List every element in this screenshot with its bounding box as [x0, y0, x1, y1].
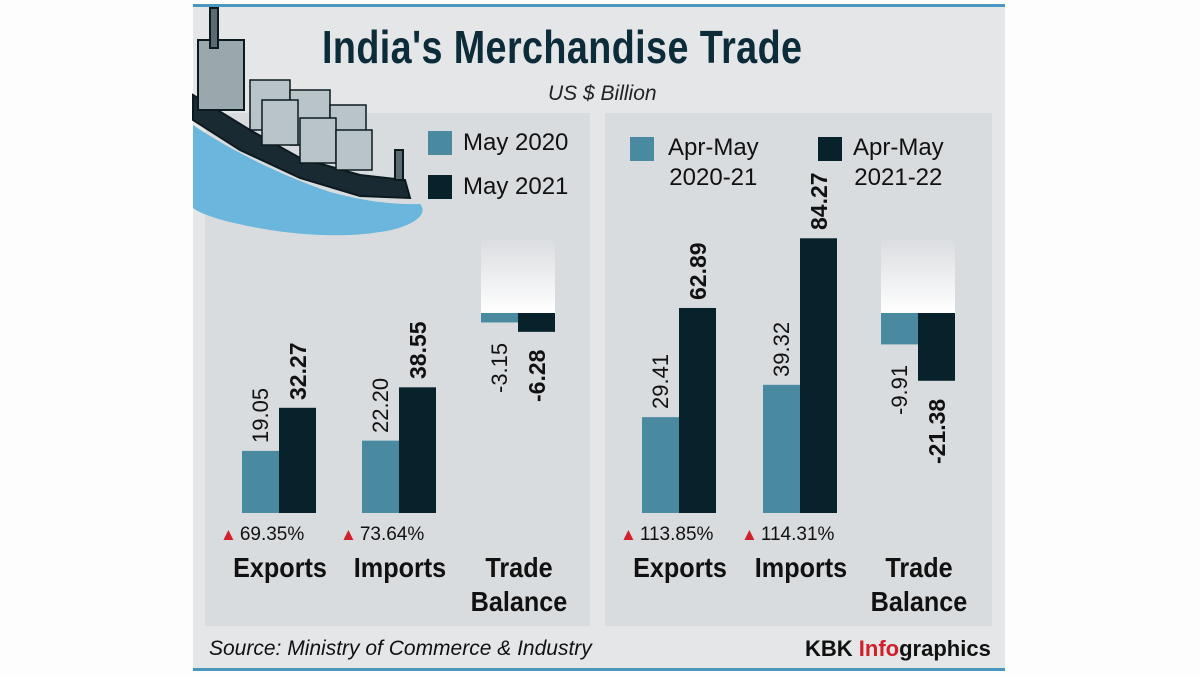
- bar-imports-series-1: [362, 440, 399, 513]
- growth-value: 113.85%: [639, 524, 714, 545]
- legend-swatch-dark: [428, 175, 452, 199]
- legend-swatch-light-right: [630, 137, 654, 161]
- value-label-trade-balance-series-1: -3.15: [486, 342, 512, 393]
- up-triangle-icon: ▲: [340, 525, 357, 544]
- value-label-trade-balance-series-2: -21.38: [923, 398, 950, 464]
- bar-exports-series-2: [279, 407, 316, 513]
- subtitle: US $ Billion: [548, 82, 657, 105]
- category-label-trade-balance: Trade Balance: [870, 552, 968, 617]
- legend-swatch-light: [428, 131, 452, 155]
- bar-imports-series-2: [399, 387, 436, 513]
- growth-label-imports: ▲ 114.31%: [741, 525, 834, 544]
- value-label-trade-balance-series-1: -9.91: [886, 364, 912, 415]
- bar-trade-balance-series-1: [881, 313, 918, 345]
- value-label-exports-series-1: 29.41: [647, 354, 673, 410]
- category-label-exports: Exports: [633, 552, 727, 583]
- category-label-imports: Imports: [754, 552, 848, 583]
- up-triangle-icon: ▲: [620, 525, 637, 544]
- bar-imports-series-1: [763, 384, 800, 513]
- legend-label-may-2021: May 2021: [463, 173, 569, 200]
- bar-trade-balance-series-1: [481, 313, 518, 323]
- category-label-trade-balance: Trade Balance: [470, 552, 568, 617]
- page-title: India's Merchandise Trade: [322, 21, 803, 73]
- category-label-exports: Exports: [233, 552, 327, 583]
- growth-value: 69.35%: [239, 524, 305, 545]
- growth-value: 114.31%: [760, 524, 835, 545]
- value-label-trade-balance-series-2: -6.28: [523, 349, 550, 403]
- brand-logo: KBK Infographics: [805, 636, 991, 661]
- value-label-imports-series-2: 38.55: [404, 321, 431, 380]
- growth-label-imports: ▲ 73.64%: [340, 525, 424, 544]
- right-balance-bg: [881, 237, 955, 313]
- source-note: Source: Ministry of Commerce & Industry: [209, 637, 592, 660]
- growth-label-exports: ▲ 69.35%: [220, 525, 304, 544]
- value-label-exports-series-2: 32.27: [284, 342, 311, 400]
- value-label-imports-series-2: 84.27: [805, 172, 832, 231]
- value-label-exports-series-2: 62.89: [684, 242, 711, 300]
- value-label-imports-series-1: 22.20: [367, 377, 393, 433]
- legend-swatch-dark-right: [818, 137, 842, 161]
- up-triangle-icon: ▲: [741, 525, 758, 544]
- bar-trade-balance-series-2: [918, 313, 955, 381]
- growth-label-exports: ▲ 113.85%: [620, 525, 713, 544]
- category-label-imports: Imports: [353, 552, 447, 583]
- left-balance-bg: [481, 237, 555, 313]
- bar-imports-series-2: [800, 238, 837, 514]
- right-chart-bars: [642, 238, 955, 514]
- legend-label-may-2020: May 2020: [463, 129, 569, 156]
- value-label-exports-series-1: 19.05: [247, 387, 273, 443]
- legend-label-apr-may-2021-22: Apr-May 2021-22: [853, 134, 944, 191]
- left-chart-bars: [242, 313, 555, 513]
- bar-trade-balance-series-2: [518, 313, 555, 332]
- ship-icon: [192, 7, 423, 236]
- legend-label-apr-may-2020-21: Apr-May 2020-21: [668, 134, 759, 191]
- up-triangle-icon: ▲: [220, 525, 237, 544]
- bar-exports-series-1: [642, 417, 679, 513]
- growth-value: 73.64%: [359, 524, 425, 545]
- value-label-imports-series-1: 39.32: [768, 321, 794, 377]
- bar-exports-series-2: [679, 307, 716, 513]
- bar-exports-series-1: [242, 450, 279, 513]
